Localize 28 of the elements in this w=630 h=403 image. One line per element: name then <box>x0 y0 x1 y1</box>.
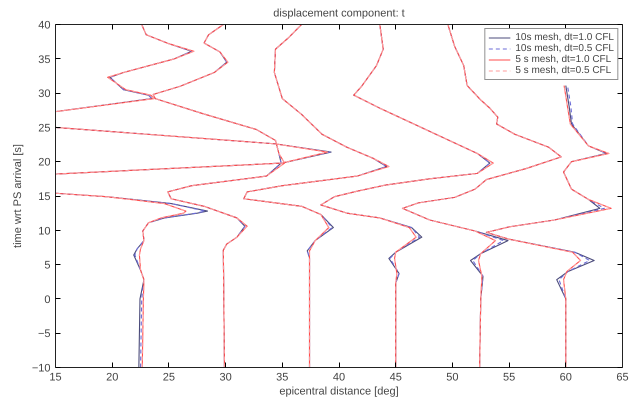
chart-title: displacement component: t <box>273 8 405 20</box>
x-tick-label: 35 <box>276 372 288 384</box>
y-tick-label: 35 <box>38 54 51 66</box>
y-tick-label: 0 <box>44 294 51 306</box>
x-tick-label: 55 <box>502 372 516 384</box>
legend-label: 10s mesh, dt=0.5 CFL <box>515 43 614 54</box>
x-tick-label: 65 <box>616 372 629 384</box>
x-tick-label: 30 <box>219 372 232 384</box>
legend-label: 5 s mesh, dt=1.0 CFL <box>515 54 612 65</box>
x-tick-label: 50 <box>446 372 459 384</box>
y-tick-label: 40 <box>38 20 51 32</box>
x-tick-label: 20 <box>106 372 118 384</box>
y-tick-label: 15 <box>38 191 51 203</box>
y-tick-label: 25 <box>38 122 51 134</box>
x-tick-label: 40 <box>332 372 346 384</box>
x-axis-title: epicentral distance [deg] <box>279 386 399 398</box>
legend-label: 10s mesh, dt=1.0 CFL <box>515 32 614 43</box>
y-tick-label: 5 <box>44 260 51 272</box>
y-tick-label: −10 <box>32 362 51 374</box>
y-tick-label: 30 <box>38 88 51 100</box>
y-tick-label: 10 <box>38 225 51 238</box>
legend-label: 5 s mesh, dt=0.5 CFL <box>515 65 612 76</box>
x-tick-label: 45 <box>390 372 402 384</box>
y-axis-title: time wrt PS arrival [s] <box>12 144 24 248</box>
x-tick-label: 60 <box>560 372 572 384</box>
y-tick-label: 20 <box>38 156 51 169</box>
y-tick-label: −5 <box>38 328 51 340</box>
x-tick-label: 25 <box>162 372 176 384</box>
